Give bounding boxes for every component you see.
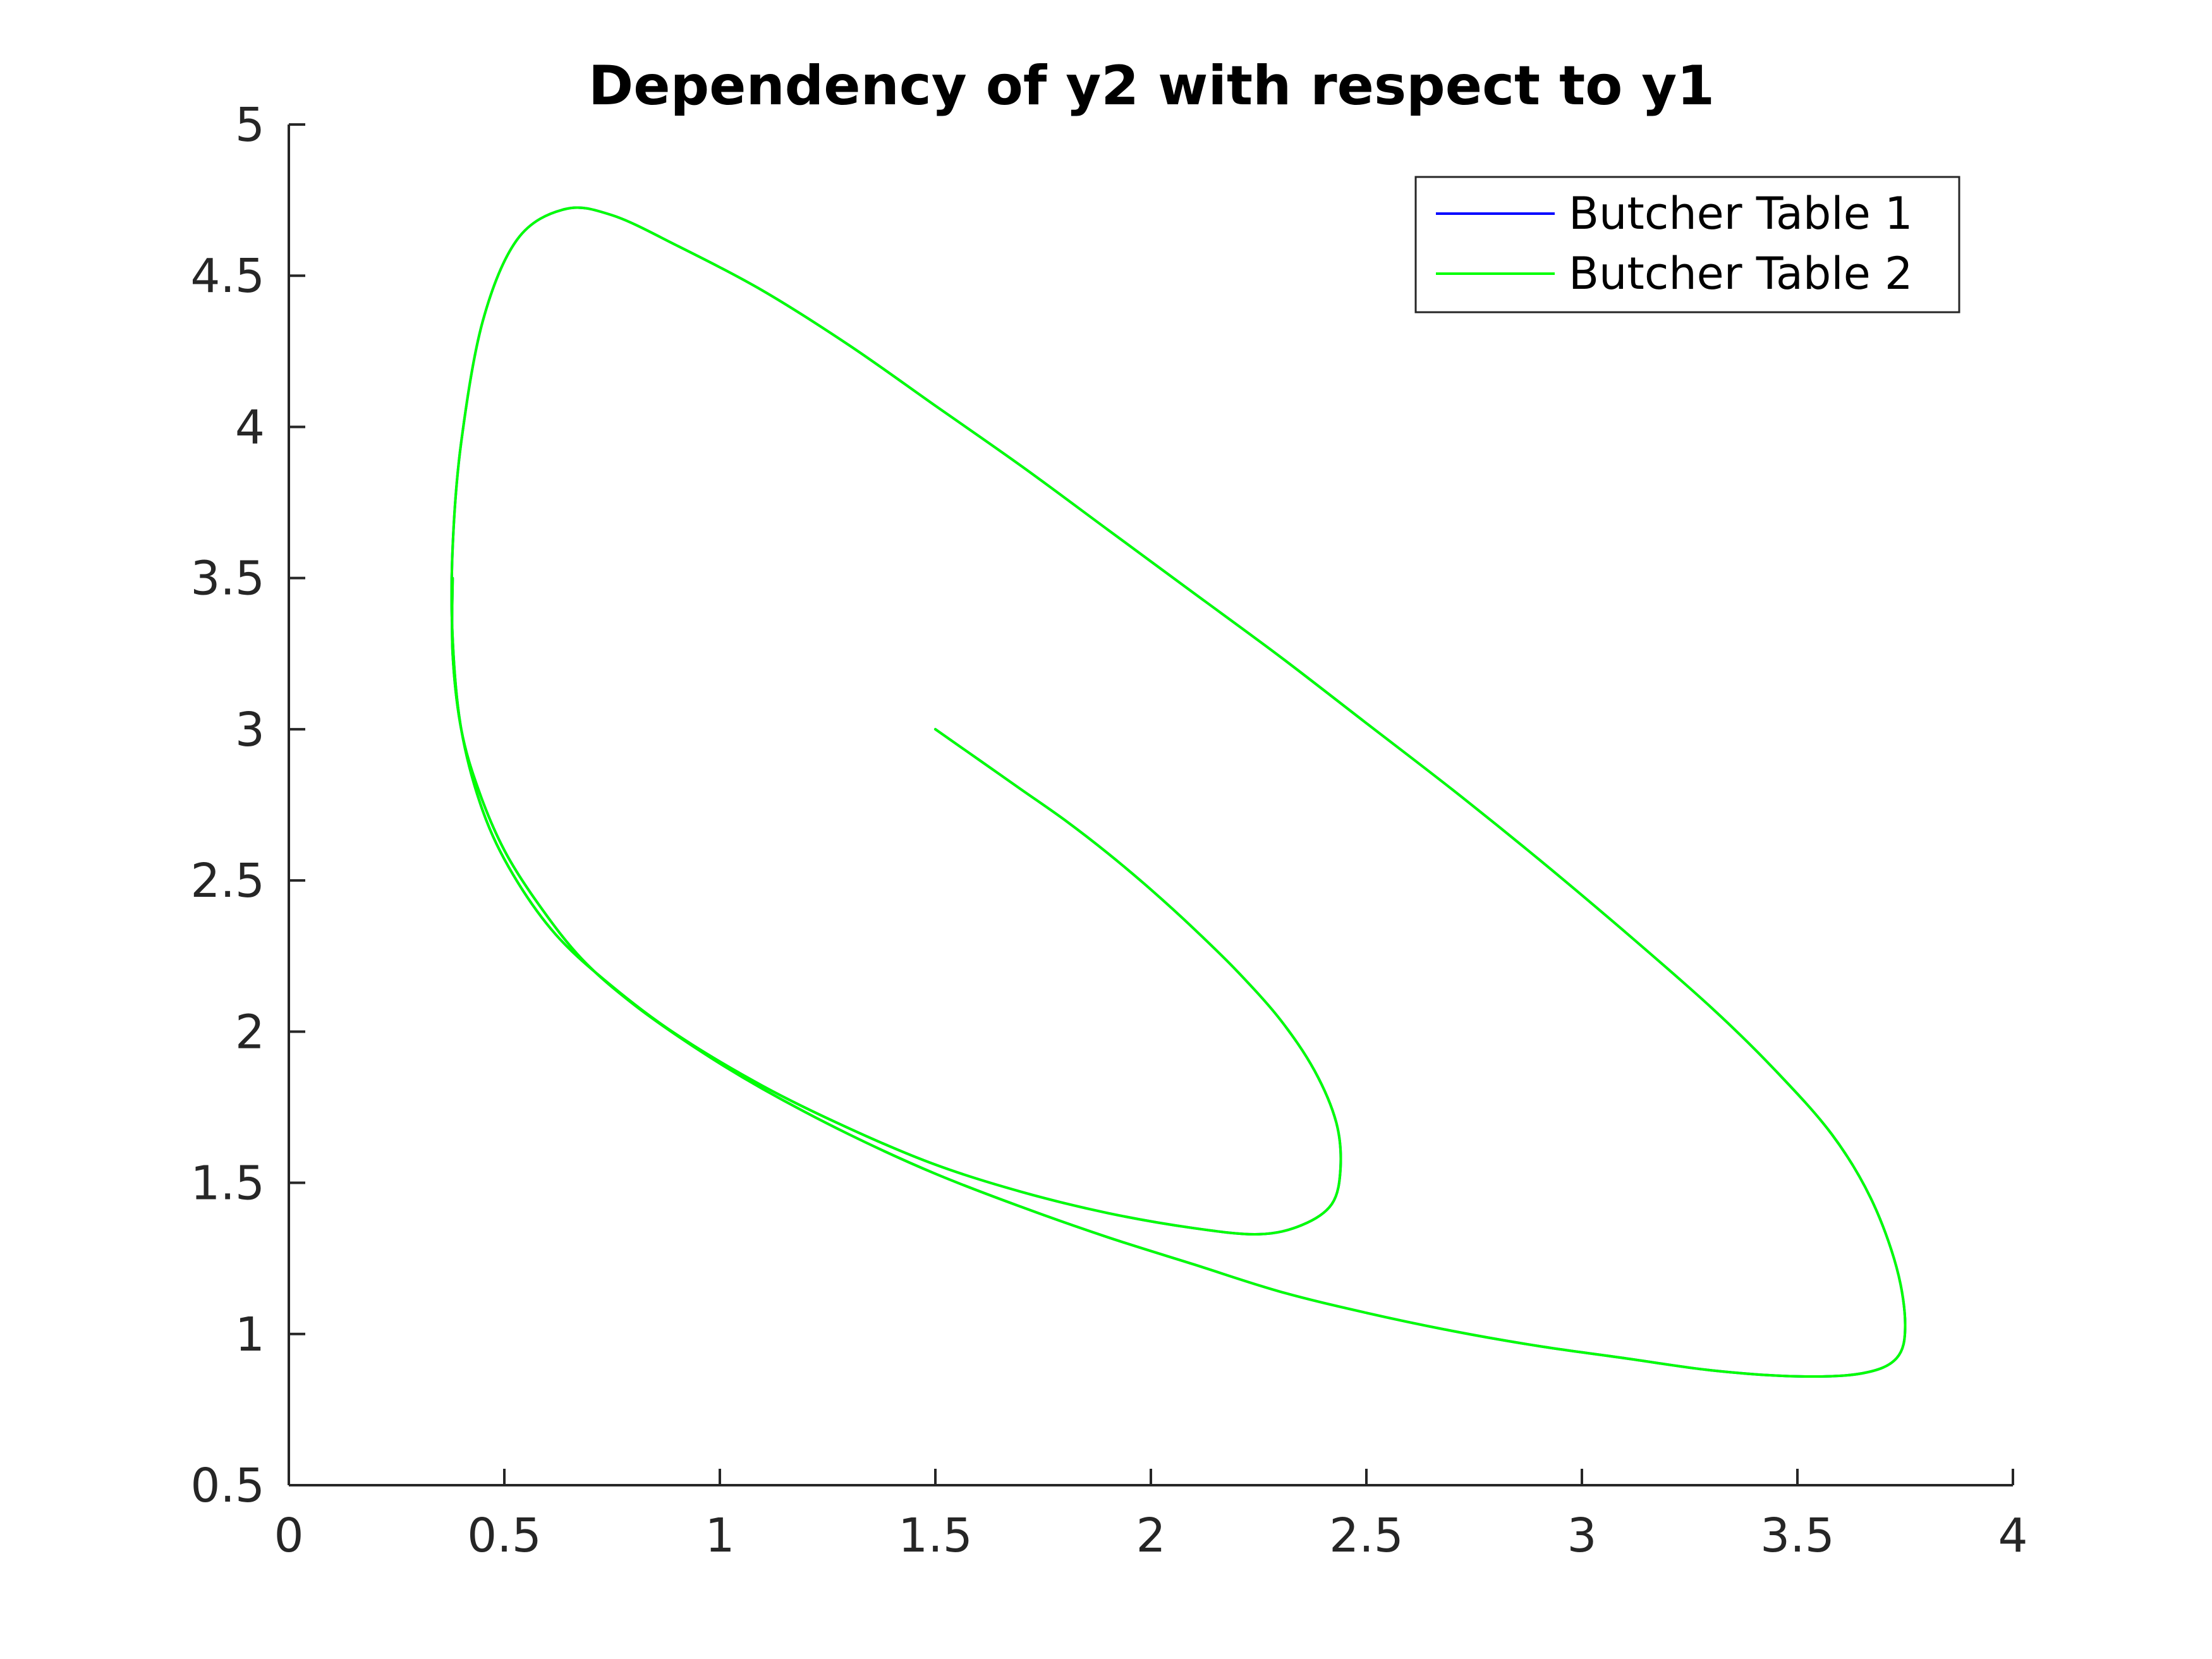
y-tick-label: 4 [235, 400, 265, 454]
chart-title: Dependency of y2 with respect to y1 [588, 54, 1715, 118]
x-tick-label: 0 [274, 1509, 303, 1563]
x-tick-label: 2 [1136, 1509, 1165, 1563]
x-tick-label: 3 [1567, 1509, 1596, 1563]
x-tick-label: 4 [1998, 1509, 2027, 1563]
y-tick-label: 2 [235, 1005, 265, 1059]
y-tick-label: 1.5 [190, 1157, 265, 1211]
y-tick-label: 4.5 [190, 249, 265, 303]
legend-box [1414, 176, 1960, 313]
plot-area: 0 0.5 1 1.5 2 2.5 3 3.5 4 0.511.522.533.544.55 [190, 98, 2027, 1563]
series-line-2 [450, 206, 1907, 1378]
y-tick-label: 1 [235, 1308, 265, 1362]
legend-label-2: Butcher Table 2 [1569, 248, 1913, 300]
legend: Butcher Table 1 Butcher Table 2 [1414, 176, 1960, 313]
x-tick-label: 1 [705, 1509, 734, 1563]
y-tick-label: 3 [235, 703, 265, 757]
y-tick-label: 5 [235, 98, 265, 152]
y-ticks: 0.5 1 1.5 2 2.5 3 3.5 4 4.5 5 [190, 98, 305, 1513]
legend-label-1: Butcher Table 1 [1569, 188, 1913, 240]
x-tick-label: 1.5 [898, 1509, 973, 1563]
y-tick-label: 0.5 [190, 1459, 265, 1513]
x-tick-label: 3.5 [1760, 1509, 1835, 1563]
series-layer [450, 206, 1907, 1378]
x-ticks: 0 0.5 1 1.5 2 2.5 3 3.5 4 [274, 1469, 2028, 1563]
x-tick-label: 2.5 [1329, 1509, 1404, 1563]
y-tick-label: 2.5 [190, 854, 265, 908]
y-tick-label: 3.5 [190, 552, 265, 606]
x-tick-label: 0.5 [467, 1509, 542, 1563]
legend-items: Butcher Table 1 Butcher Table 2 [1436, 188, 1913, 300]
